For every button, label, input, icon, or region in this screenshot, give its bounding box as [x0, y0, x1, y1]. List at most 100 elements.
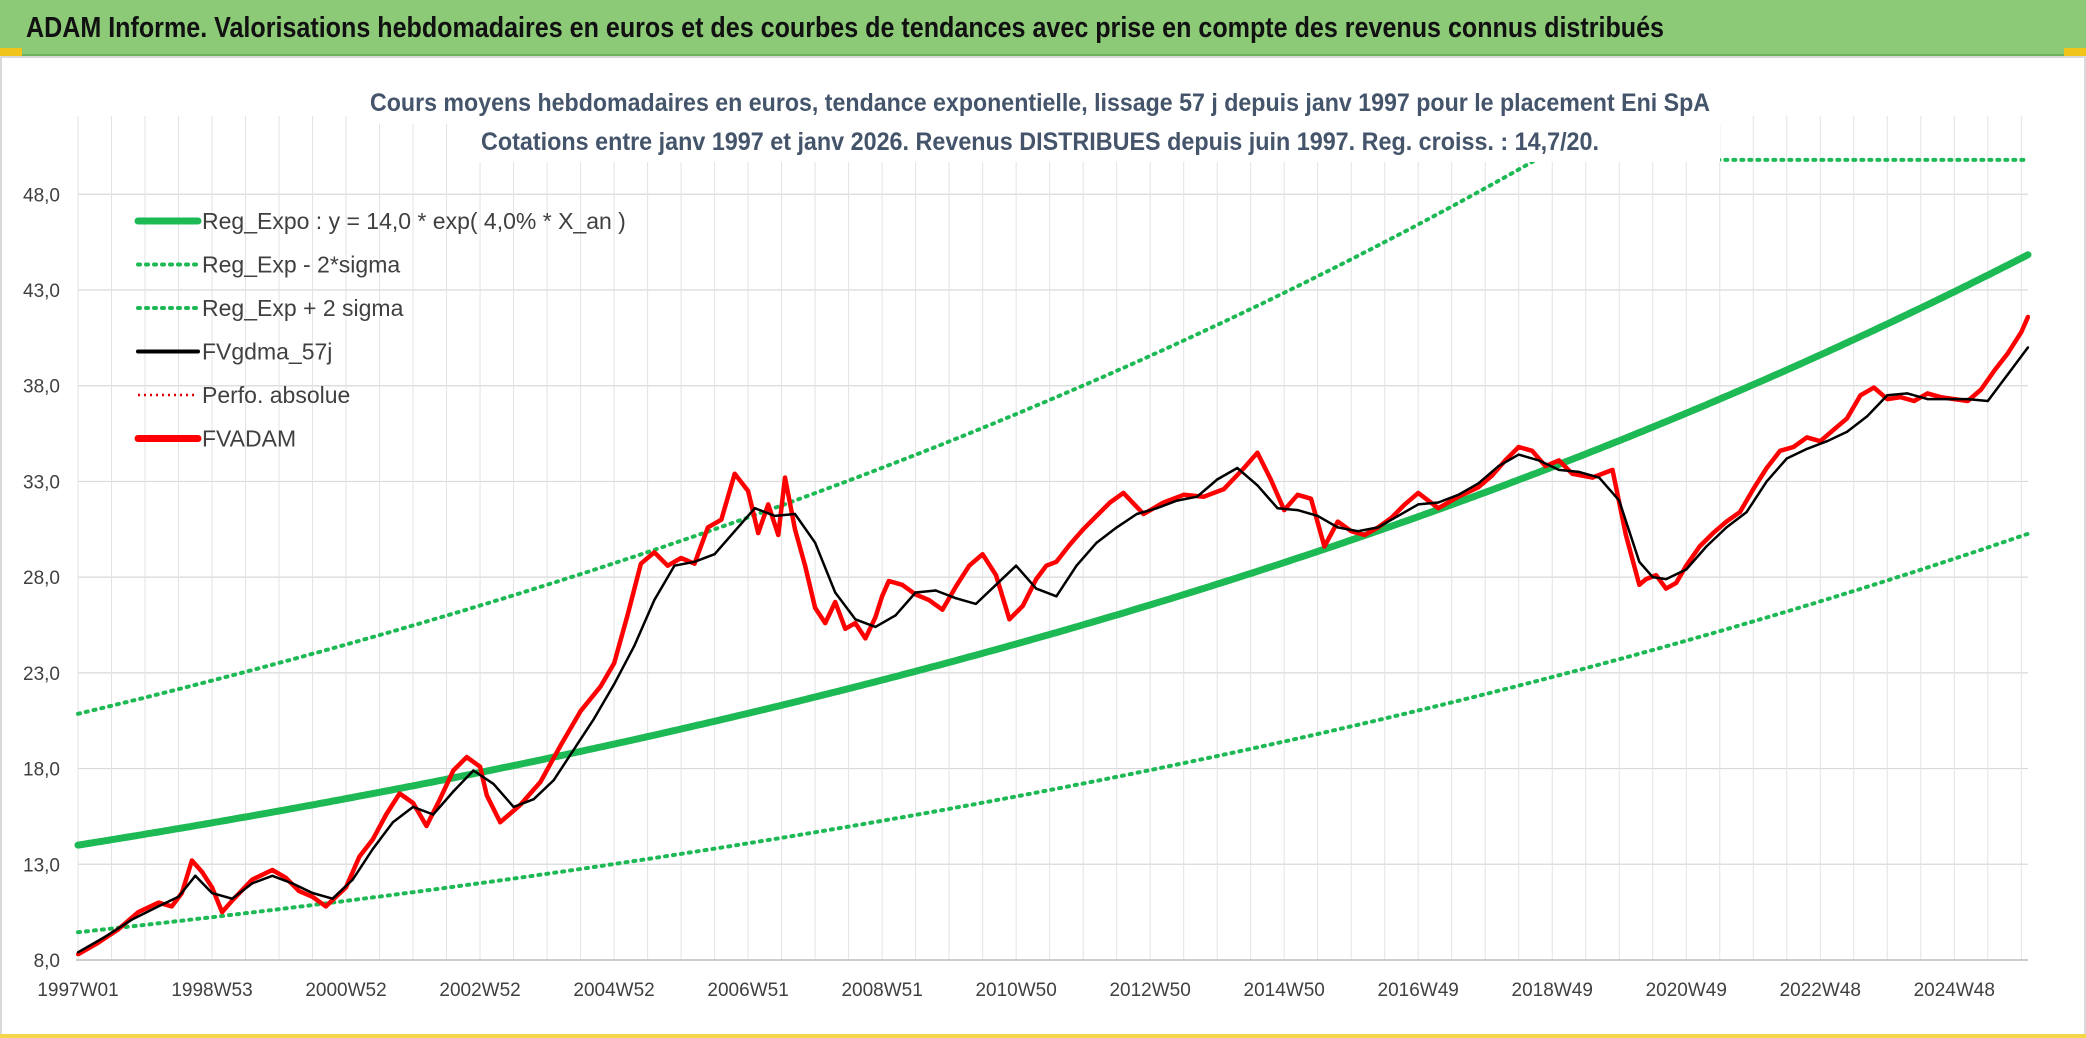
- fvadam-point: [189, 858, 194, 863]
- fvgdma-point: [130, 918, 133, 921]
- fvadam-point: [1121, 490, 1126, 495]
- fvadam-point: [1737, 510, 1742, 515]
- fvgdma-point: [1316, 514, 1319, 518]
- fvgdma-point: [1135, 512, 1139, 516]
- fvgdma-point: [894, 614, 897, 617]
- fvadam-point: [638, 561, 643, 566]
- y-tick-label: 8,0: [34, 951, 60, 972]
- chart-title-line1: Cours moyens hebdomadaires en euros, ten…: [370, 89, 1710, 117]
- fvadam-point: [1925, 391, 1930, 396]
- fvadam-point: [1161, 500, 1166, 505]
- fvadam-point: [370, 837, 375, 842]
- fvgdma-point: [1845, 430, 1849, 433]
- fvadam-point: [1644, 577, 1648, 582]
- fvadam-point: [1020, 603, 1025, 608]
- fvgdma-point: [194, 874, 197, 877]
- fvgdma-point: [773, 514, 777, 518]
- fvadam-point: [1674, 580, 1679, 585]
- fvadam-point: [1309, 496, 1313, 501]
- fvgdma-point: [1725, 526, 1728, 529]
- fvgdma-point: [592, 717, 596, 720]
- fvgdma-point: [934, 589, 937, 592]
- fvgdma-point: [1866, 415, 1869, 418]
- y-tick-label: 28,0: [23, 568, 60, 589]
- fvgdma-point: [1966, 397, 1969, 401]
- y-tick-label: 38,0: [23, 377, 60, 398]
- fvadam-point: [1764, 466, 1769, 470]
- fvadam-point: [1201, 494, 1206, 499]
- fvgdma-point: [1296, 508, 1299, 512]
- fvgdma-point: [1906, 392, 1909, 395]
- legend-item-perfo: Perfo. absolue: [138, 382, 350, 408]
- fvadam-point: [1556, 458, 1561, 463]
- fvadam-point: [484, 793, 489, 798]
- fvgdma-point: [1276, 507, 1279, 510]
- y-tick-label: 43,0: [23, 281, 60, 302]
- fvadam-point: [793, 527, 797, 532]
- fvgdma-point: [1557, 468, 1561, 472]
- fvgdma-point: [693, 560, 696, 563]
- fvadam-point: [1637, 582, 1642, 587]
- fvgdma-point: [1457, 493, 1460, 496]
- fvgdma-point: [633, 644, 636, 648]
- chart-title-bg-2: [470, 122, 1720, 162]
- fvgdma-point: [1825, 440, 1829, 443]
- fvadam-point: [1623, 533, 1628, 537]
- series-reg-minus-2sigma: [76, 531, 2030, 935]
- fvgdma-point: [1477, 482, 1480, 485]
- fvadam-point: [1436, 506, 1441, 511]
- fvadam-point: [384, 812, 389, 817]
- legend-item-fvadam: FVADAM: [134, 426, 296, 452]
- legend-item-fvgdma: FVgdma_57j: [136, 339, 332, 365]
- fvadam-point: [1402, 502, 1407, 507]
- fvgdma-point: [432, 813, 435, 816]
- legend-label: Perfo. absolue: [202, 382, 350, 408]
- fvadam-point: [323, 904, 328, 909]
- fvgdma-point: [1537, 459, 1541, 462]
- fvgdma-point: [753, 507, 756, 510]
- fvgdma-point: [1986, 399, 1990, 403]
- fvgdma-point: [492, 782, 495, 786]
- fvadam-point: [270, 868, 275, 872]
- fvadam-point: [200, 869, 204, 874]
- fvadam-point: [1054, 559, 1059, 564]
- fvgdma-point: [331, 897, 334, 900]
- fvadam-point: [578, 709, 583, 714]
- fvadam-point: [940, 607, 945, 612]
- fvadam-point: [1697, 544, 1702, 549]
- y-tick-label: 48,0: [23, 185, 60, 206]
- x-tick-label: 2008W51: [841, 980, 922, 1001]
- fvgdma-point: [974, 602, 978, 606]
- fvgdma-point: [1175, 499, 1179, 502]
- fvgdma-point: [1075, 564, 1078, 567]
- fvadam-point: [679, 556, 684, 560]
- fvadam-point: [1242, 466, 1246, 470]
- fvadam-point: [766, 502, 771, 507]
- x-tick-label: 2006W51: [707, 980, 788, 1001]
- fvgdma-point: [874, 625, 877, 629]
- fvadam-point: [1181, 492, 1186, 497]
- fvgdma-point: [291, 882, 294, 885]
- fvgdma-point: [1155, 507, 1159, 510]
- fvadam-point: [210, 885, 214, 890]
- fvgdma-point: [391, 821, 395, 824]
- fvgdma-point: [177, 895, 180, 898]
- fvgdma-point: [793, 512, 797, 516]
- x-tick-label: 2020W49: [1646, 980, 1727, 1001]
- chart-grid: [76, 116, 2028, 961]
- fvadam-point: [1108, 500, 1112, 505]
- fvgdma-point: [452, 790, 455, 793]
- fvgdma-point: [532, 798, 535, 801]
- fvadam-point: [169, 904, 174, 909]
- fvadam-point: [1335, 519, 1340, 524]
- fvgdma-point: [713, 553, 716, 556]
- fvgdma-point: [103, 935, 107, 939]
- fvadam-point: [953, 584, 958, 589]
- series-fvadam: [76, 315, 2031, 957]
- fvgdma-point: [1618, 499, 1621, 502]
- fvadam-point: [1268, 477, 1273, 482]
- fvgdma-point: [1014, 564, 1018, 567]
- y-tick-label: 23,0: [23, 664, 60, 685]
- fvgdma-point: [2026, 346, 2030, 349]
- fvadam-point: [1778, 448, 1783, 453]
